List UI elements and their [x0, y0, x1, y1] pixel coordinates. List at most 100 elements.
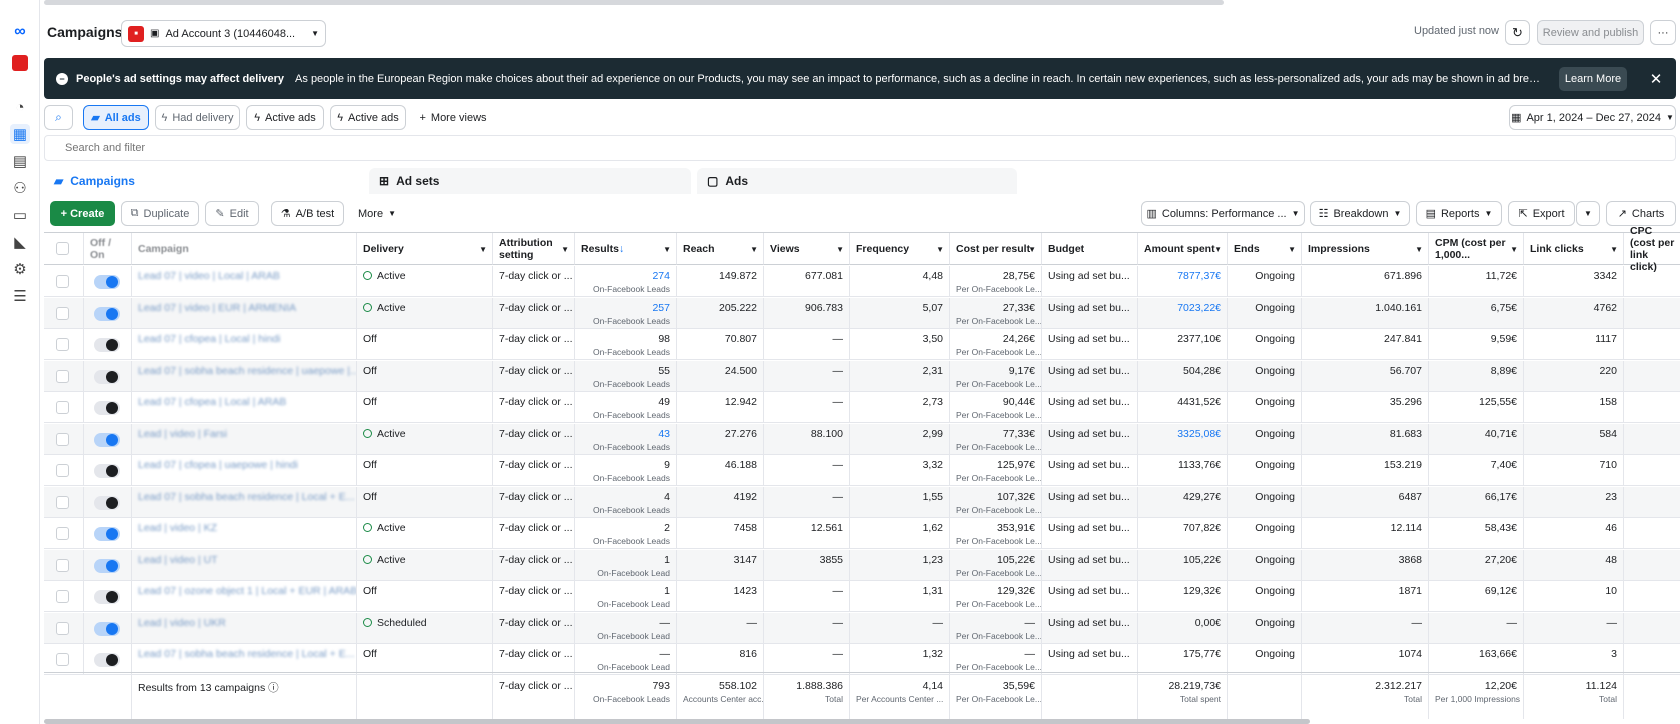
on-off-toggle[interactable] — [94, 432, 120, 447]
pages-icon[interactable]: ▤ — [12, 153, 28, 170]
meta-logo-icon[interactable]: ∞ — [14, 23, 26, 40]
on-off-toggle[interactable] — [94, 464, 120, 478]
cell-name[interactable]: Lead 07 | cfopea | Local | hindi — [132, 329, 357, 360]
table-row[interactable]: Lead 07 | cfopea | Local | hindi Off 7-day… — [44, 329, 1680, 360]
charts-button[interactable]: ↗ Charts — [1606, 201, 1676, 226]
on-off-toggle[interactable] — [94, 401, 120, 415]
search-button[interactable]: ⌕ — [44, 105, 73, 130]
cell-name[interactable]: Lead | video | Farsi — [132, 423, 357, 455]
row-checkbox[interactable] — [56, 338, 69, 351]
view-had-delivery[interactable]: ϟ Had delivery — [155, 105, 240, 130]
row-checkbox[interactable] — [56, 558, 69, 572]
cell-name[interactable]: Lead | video | UT — [132, 549, 357, 581]
column-header-clicks[interactable]: Link clicks ▼ — [1524, 233, 1624, 265]
cell-name[interactable]: Lead 07 | cfopea | uaepowe | hindi — [132, 455, 357, 486]
more-actions-button[interactable]: More ▼ — [352, 201, 402, 226]
column-header-impr[interactable]: Impressions ▼ — [1302, 233, 1429, 265]
row-checkbox[interactable] — [56, 527, 69, 540]
more-options-button[interactable]: ··· — [1650, 20, 1676, 45]
close-icon[interactable]: ✕ — [1649, 71, 1663, 88]
row-checkbox[interactable] — [56, 495, 69, 509]
column-header-freq[interactable]: Frequency ▼ — [850, 233, 950, 265]
campaigns-table-icon[interactable]: ▦ — [10, 124, 30, 144]
cell-name[interactable]: Lead 07 | video | Local | ARAB — [132, 266, 357, 297]
table-row[interactable]: Lead | video | UKR Scheduled 7-day click o… — [44, 612, 1680, 644]
audiences-icon[interactable]: ⚇ — [13, 180, 27, 197]
review-publish-button[interactable]: Review and publish — [1537, 20, 1644, 45]
table-row[interactable]: Lead 07 | sobha beach residence | Local … — [44, 644, 1680, 675]
view-all-ads[interactable]: ▰ All ads — [83, 105, 149, 130]
column-header-views[interactable]: Views ▼ — [764, 233, 850, 265]
on-off-toggle[interactable] — [94, 527, 120, 541]
column-header-reach[interactable]: Reach ▼ — [677, 233, 764, 265]
cell-name[interactable]: Lead | video | UKR — [132, 612, 357, 644]
cell-name[interactable]: Lead 07 | sobha beach residence | Local … — [132, 486, 357, 518]
table-row[interactable]: Lead | video | KZ Active 7-day click or ..… — [44, 518, 1680, 549]
learn-more-button[interactable]: Learn More — [1559, 67, 1627, 91]
tab-campaigns[interactable]: ▰ Campaigns — [44, 168, 364, 194]
column-header-cpc[interactable]: CPC (cost per link click) — [1624, 225, 1680, 273]
row-checkbox[interactable] — [56, 275, 69, 288]
edit-button[interactable]: ✎ Edit — [205, 201, 259, 226]
ab-test-button[interactable]: ⚗ A/B test — [271, 201, 344, 226]
ads-manager-megaphone-icon[interactable]: ◣ — [14, 234, 26, 251]
column-header-cpm[interactable]: CPM (cost per 1,000... ▼ — [1429, 233, 1524, 265]
table-row[interactable]: Lead 07 | ozone object 1 | Local + EUR |… — [44, 581, 1680, 612]
export-dropdown-button[interactable]: ▼ — [1576, 201, 1600, 226]
menu-icon[interactable]: ☰ — [13, 288, 27, 305]
cell-name[interactable]: Lead 07 | sobha beach residence | Local … — [132, 644, 357, 675]
on-off-toggle[interactable] — [94, 653, 120, 667]
table-row[interactable]: Lead 07 | video | Local | ARAB Active 7-da… — [44, 266, 1680, 297]
column-header-name[interactable]: Campaign — [132, 233, 357, 265]
column-header-results[interactable]: Results ↓ ▼ — [575, 233, 677, 265]
row-checkbox[interactable] — [56, 621, 69, 635]
on-off-toggle[interactable] — [94, 369, 120, 384]
horizontal-scrollbar-bottom[interactable] — [44, 719, 1310, 724]
tab-ad-sets[interactable]: ⊞ Ad sets — [369, 168, 691, 194]
column-header-toggle[interactable]: Off / On — [84, 233, 132, 265]
on-off-toggle[interactable] — [94, 621, 120, 636]
on-off-toggle[interactable] — [94, 590, 120, 604]
reports-button[interactable]: ▤ Reports ▼ — [1416, 201, 1502, 226]
columns-button[interactable]: ▥ Columns: Performance ... ▼ — [1141, 201, 1305, 226]
create-button[interactable]: + Create — [50, 201, 115, 226]
table-row[interactable]: Lead | video | UT Active 7-day click or ..… — [44, 549, 1680, 581]
row-checkbox[interactable] — [56, 432, 69, 446]
row-checkbox[interactable] — [56, 464, 69, 477]
row-checkbox[interactable] — [56, 369, 69, 383]
on-off-toggle[interactable] — [94, 495, 120, 510]
more-views-button[interactable]: + More views — [412, 105, 494, 130]
account-selector[interactable]: ■ ▣ Ad Account 3 (10446048... ▼ — [121, 20, 326, 47]
column-header-delivery[interactable]: Delivery ▼ — [357, 233, 493, 265]
column-header-spent[interactable]: Amount spent ▼ — [1138, 233, 1228, 265]
tab-ads[interactable]: ▢ Ads — [697, 168, 1017, 194]
table-row[interactable]: Lead 07 | sobha beach residence | Local … — [44, 486, 1680, 518]
on-off-toggle[interactable] — [94, 558, 120, 573]
column-header-ends[interactable]: Ends ▼ — [1228, 233, 1302, 265]
tools-icon[interactable]: ⚙ — [13, 261, 27, 278]
date-range-picker[interactable]: ▦ Apr 1, 2024 – Dec 27, 2024 ▼ — [1509, 105, 1676, 130]
cell-name[interactable]: Lead 07 | cfopea | Local | ARAB — [132, 392, 357, 423]
search-and-filter-input[interactable] — [44, 135, 1676, 161]
table-row[interactable]: Lead 07 | cfopea | uaepowe | hindi Off 7-d… — [44, 455, 1680, 486]
table-row[interactable]: Lead | video | Farsi Active 7-day click or… — [44, 423, 1680, 455]
row-checkbox[interactable] — [56, 401, 69, 414]
table-row[interactable]: Lead 07 | video | EUR | ARMENIA Active 7-d… — [44, 297, 1680, 329]
select-all-checkbox[interactable] — [56, 242, 69, 255]
duplicate-button[interactable]: ⧉ Duplicate — [121, 201, 199, 226]
on-off-toggle[interactable] — [94, 306, 120, 321]
cell-name[interactable]: Lead 07 | ozone object 1 | Local + EUR |… — [132, 581, 357, 612]
refresh-button[interactable]: ↻ — [1505, 20, 1530, 45]
view-active-ads-2[interactable]: ϟ Active ads — [330, 105, 406, 130]
billing-icon[interactable]: ▭ — [12, 207, 28, 224]
on-off-toggle[interactable] — [94, 275, 120, 289]
column-header-attr[interactable]: Attribution setting ▼ — [493, 233, 575, 265]
dashboard-icon[interactable]: ◔ — [15, 98, 25, 116]
column-header-budget[interactable]: Budget — [1042, 233, 1138, 265]
row-checkbox[interactable] — [56, 590, 69, 603]
cell-name[interactable]: Lead 07 | video | EUR | ARMENIA — [132, 297, 357, 329]
view-active-ads[interactable]: ϟ Active ads — [246, 105, 324, 130]
cell-name[interactable]: Lead 07 | sobha beach residence | uaepow… — [132, 360, 357, 392]
breakdown-button[interactable]: ☷ Breakdown ▼ — [1310, 201, 1410, 226]
table-row[interactable]: Lead 07 | sobha beach residence | uaepow… — [44, 360, 1680, 392]
